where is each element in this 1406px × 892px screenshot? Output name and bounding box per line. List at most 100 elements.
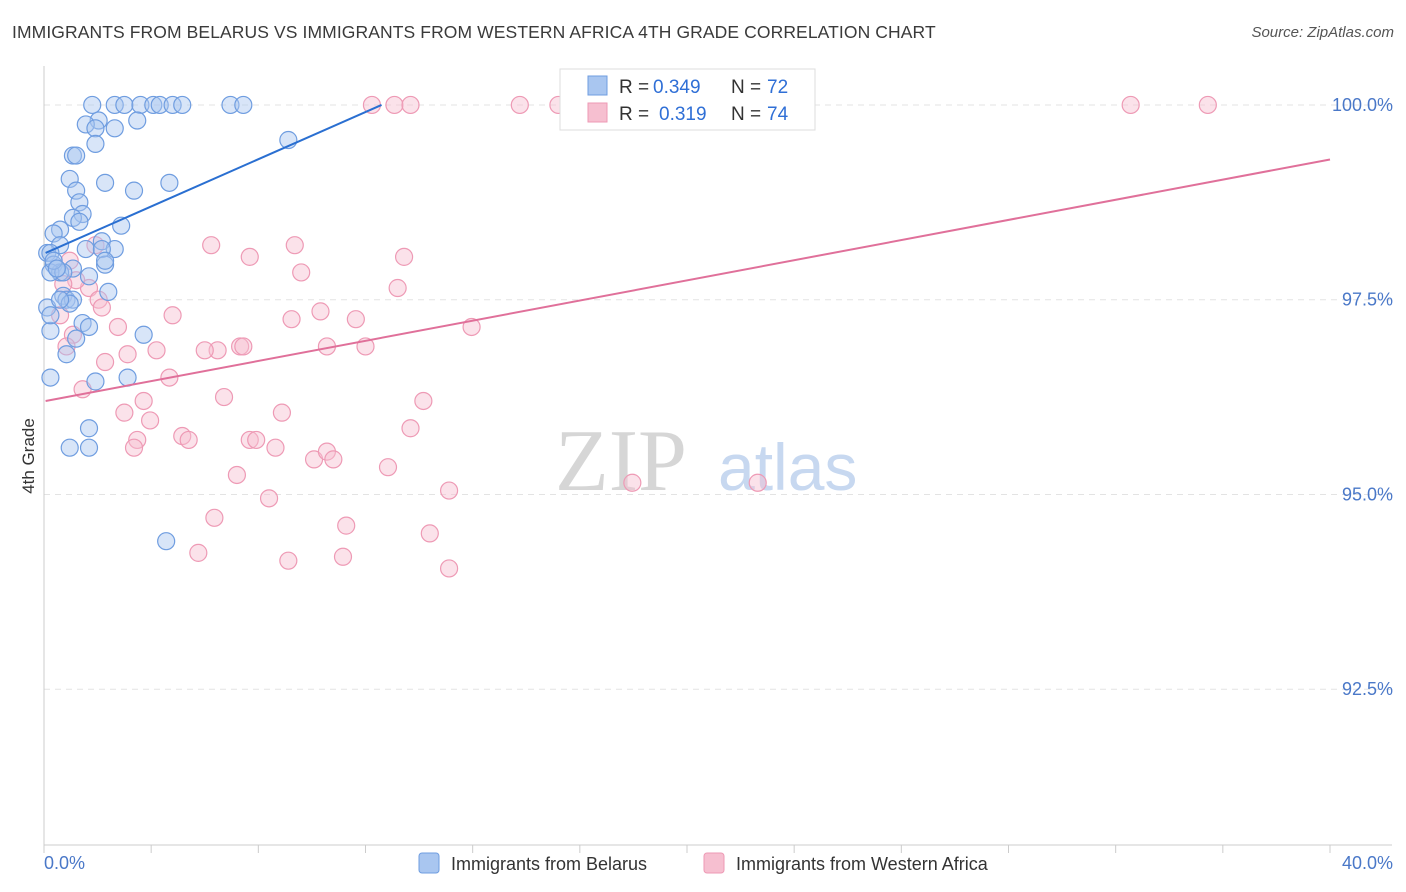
point-western-africa xyxy=(147,341,166,360)
point-western-africa xyxy=(272,403,292,422)
point-belarus xyxy=(160,173,179,192)
point-western-africa xyxy=(401,95,420,115)
point-western-africa xyxy=(439,481,459,500)
point-belarus xyxy=(150,95,169,115)
point-western-africa xyxy=(195,341,214,360)
legend-r-label-1: R = xyxy=(619,77,649,98)
legend-n-value-1: 72 xyxy=(767,77,788,98)
point-belarus xyxy=(86,119,105,138)
legend-r-value-2: 0.319 xyxy=(659,104,707,125)
point-western-africa xyxy=(1198,95,1217,115)
point-belarus xyxy=(92,239,111,259)
gridlines xyxy=(44,104,1392,690)
y-axis-ticks: 92.5% 95.0% 97.5% 100.0% xyxy=(1332,95,1393,699)
bottom-legend-label-belarus: Immigrants from Belarus xyxy=(451,854,647,874)
y-tick-label: 97.5% xyxy=(1342,290,1393,310)
point-belarus xyxy=(67,329,86,348)
point-western-africa xyxy=(285,236,304,255)
point-belarus xyxy=(144,95,163,115)
x-axis-ticks: 0.0% 40.0% xyxy=(43,845,1393,873)
point-western-africa xyxy=(337,516,356,535)
point-belarus xyxy=(173,95,192,115)
point-belarus xyxy=(47,259,66,278)
point-belarus xyxy=(79,438,99,457)
point-belarus xyxy=(76,239,95,259)
point-belarus xyxy=(86,134,105,153)
point-western-africa xyxy=(234,337,253,356)
point-belarus xyxy=(41,321,60,340)
point-belarus xyxy=(131,95,150,115)
point-belarus xyxy=(95,173,115,192)
source-credit: Source: ZipAtlas.com xyxy=(1251,24,1394,41)
point-western-africa xyxy=(227,465,246,485)
point-belarus xyxy=(221,95,240,115)
point-western-africa xyxy=(118,345,137,364)
point-western-africa xyxy=(401,419,420,438)
point-western-africa xyxy=(214,387,234,407)
point-western-africa xyxy=(439,559,459,578)
point-belarus xyxy=(79,419,99,438)
point-western-africa xyxy=(134,391,153,411)
point-western-africa xyxy=(259,489,279,508)
trend-line-belarus xyxy=(45,104,382,254)
point-western-africa xyxy=(414,391,433,411)
trend-line-western-africa xyxy=(45,158,1331,402)
watermark: ZIP atlas xyxy=(555,413,857,510)
point-western-africa xyxy=(205,508,224,527)
point-western-africa xyxy=(420,524,439,543)
legend-box: R = 0.349 N = 72 R = 0.319 N = 74 xyxy=(559,68,816,131)
point-western-africa xyxy=(394,247,414,266)
point-western-africa xyxy=(189,543,208,562)
legend-swatch-blue xyxy=(587,75,608,96)
point-western-africa xyxy=(92,298,111,317)
point-belarus xyxy=(67,146,86,165)
point-western-africa xyxy=(163,306,182,325)
bottom-legend-swatch-blue xyxy=(418,852,440,874)
trend-lines xyxy=(45,104,1331,402)
bottom-legend: Immigrants from Belarus Immigrants from … xyxy=(418,852,989,874)
bottom-legend-label-western-africa: Immigrants from Western Africa xyxy=(736,854,989,874)
series-belarus-points xyxy=(38,95,298,551)
y-tick-label: 95.0% xyxy=(1342,484,1393,504)
point-belarus xyxy=(60,294,79,313)
point-western-africa xyxy=(279,551,298,570)
point-belarus xyxy=(60,169,79,189)
point-belarus xyxy=(105,239,124,259)
x-tick-label-max: 40.0% xyxy=(1342,853,1393,873)
point-western-africa xyxy=(115,403,134,422)
point-western-africa xyxy=(124,438,144,457)
point-belarus xyxy=(105,95,124,115)
point-western-africa xyxy=(324,450,343,469)
point-western-africa xyxy=(108,317,128,337)
point-western-africa xyxy=(282,310,301,329)
chart-title: IMMIGRANTS FROM BELARUS VS IMMIGRANTS FR… xyxy=(12,22,936,42)
legend-r-label-2: R = xyxy=(619,104,649,125)
point-belarus xyxy=(115,95,134,115)
point-western-africa xyxy=(266,438,285,457)
point-belarus xyxy=(86,372,105,391)
point-belarus xyxy=(99,282,118,302)
point-western-africa xyxy=(510,95,529,115)
point-western-africa xyxy=(378,458,398,477)
point-belarus xyxy=(60,438,79,457)
point-western-africa xyxy=(623,473,642,492)
point-belarus xyxy=(128,111,147,130)
point-belarus xyxy=(157,532,176,551)
point-western-africa xyxy=(57,337,76,356)
point-western-africa xyxy=(748,473,767,492)
watermark-zip: ZIP xyxy=(555,413,687,510)
legend-swatch-pink xyxy=(587,102,608,123)
point-belarus xyxy=(79,267,99,286)
y-axis-label: 4th Grade xyxy=(19,418,38,494)
point-belarus xyxy=(70,212,89,231)
y-tick-label: 100.0% xyxy=(1332,95,1393,115)
point-western-africa xyxy=(388,278,407,298)
point-belarus xyxy=(50,290,70,309)
point-belarus xyxy=(105,119,124,138)
y-tick-label: 92.5% xyxy=(1342,679,1393,699)
watermark-atlas: atlas xyxy=(718,430,857,504)
point-western-africa xyxy=(1121,95,1140,115)
point-belarus xyxy=(95,251,115,270)
point-belarus xyxy=(41,368,60,387)
